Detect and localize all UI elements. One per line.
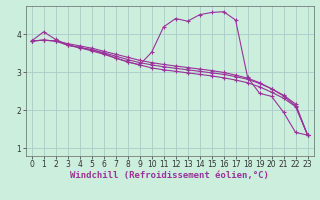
X-axis label: Windchill (Refroidissement éolien,°C): Windchill (Refroidissement éolien,°C) [70,171,269,180]
